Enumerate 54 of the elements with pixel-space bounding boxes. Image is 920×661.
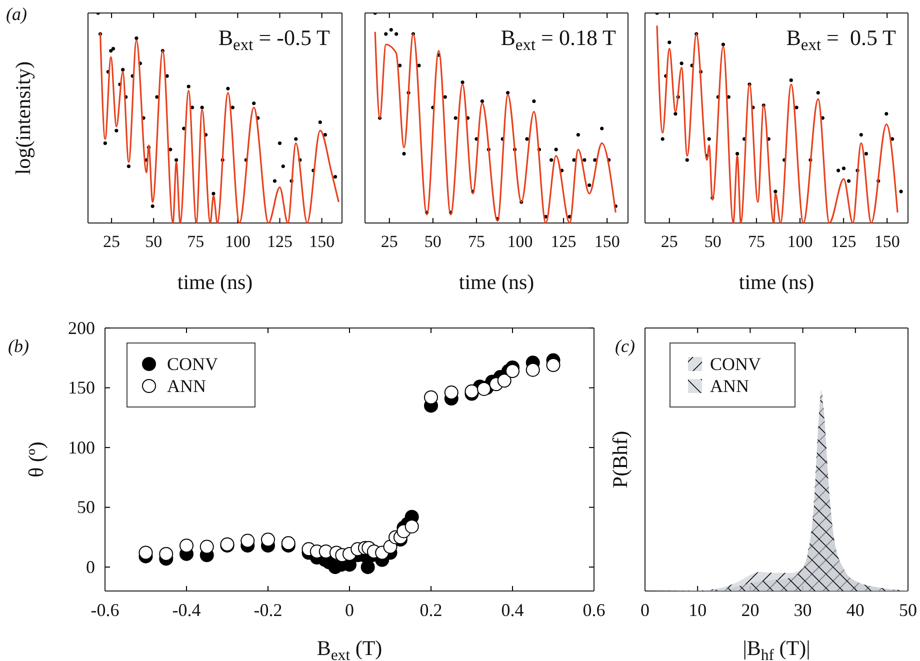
x-tick-label: 10 [688, 600, 707, 620]
y-axis-title: P(Bhf) [608, 430, 632, 488]
x-tick-label: 50 [424, 232, 442, 252]
x-tick-label: 40 [846, 600, 864, 620]
x-tick-label: 50 [704, 232, 722, 252]
x-tick-label: -0.6 [90, 600, 120, 620]
x-tick-label: 0 [345, 600, 354, 620]
x-tick-label: 0 [640, 600, 650, 620]
x-axis-title: time (ns) [738, 270, 814, 294]
legend-label: ANN [167, 376, 206, 396]
x-tick-label: 50 [145, 232, 162, 252]
y-tick-label: 100 [68, 437, 95, 458]
text: (c) [615, 336, 635, 356]
annotation: B$_{ext}$ = -0.5 T [218, 25, 331, 54]
y-axis-title: θ (º) [24, 442, 48, 478]
legend-label: CONV [710, 354, 762, 374]
x-tick-label: 0.2 [420, 600, 442, 620]
x-axis-title: time (ns) [177, 270, 253, 294]
text: (a) [6, 4, 27, 24]
y-tick-label: 150 [68, 378, 95, 398]
x-tick-label: 100 [224, 232, 250, 252]
x-tick-label: -0.2 [254, 600, 282, 620]
x-tick-label: 75 [468, 232, 485, 252]
x-tick-label: 125 [550, 232, 576, 252]
x-tick-label: 25 [103, 232, 120, 252]
x-tick-label: 25 [380, 232, 398, 252]
y-tick-label: 200 [68, 318, 95, 338]
x-tick-label: 150 [594, 232, 620, 252]
legend-label: ANN [710, 376, 749, 396]
x-tick-label: 30 [794, 600, 812, 620]
x-tick-label: 20 [741, 600, 760, 620]
legend-label: CONV [167, 354, 218, 374]
x-tick-label: 125 [267, 232, 293, 252]
annotation: B$_{ext}$ = 0.5 T [786, 25, 897, 54]
x-tick-label: 100 [507, 232, 533, 252]
y-tick-label: 50 [77, 497, 95, 518]
annotation: B$_{ext}$ = 0.18 T [500, 25, 617, 54]
y-tick-label: 0 [86, 556, 95, 577]
x-axis-title: |B$_{hf}$ (T)| [742, 636, 810, 661]
x-tick-label: 75 [748, 232, 765, 252]
x-axis-title: time (ns) [458, 270, 534, 294]
text: (b) [8, 336, 29, 356]
x-tick-label: 50 [899, 600, 917, 620]
x-axis-title: B$_{ext}$ (T) [316, 636, 382, 661]
x-tick-label: 0.4 [501, 600, 524, 620]
x-tick-label: 125 [830, 232, 856, 252]
x-tick-label: 150 [309, 232, 335, 252]
x-tick-label: 150 [874, 232, 900, 252]
x-tick-label: 25 [660, 232, 678, 252]
y-axis-title: log(intensity) [11, 61, 35, 175]
x-tick-label: 75 [187, 232, 204, 252]
x-tick-label: -0.4 [172, 600, 201, 620]
x-tick-label: 100 [787, 232, 813, 252]
x-tick-label: 0.6 [582, 600, 606, 620]
